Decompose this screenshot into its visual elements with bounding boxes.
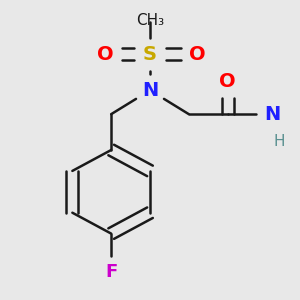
Text: H: H: [274, 134, 285, 148]
Text: N: N: [142, 81, 158, 100]
Text: S: S: [143, 45, 157, 64]
Text: O: O: [97, 45, 113, 64]
Text: O: O: [219, 72, 236, 91]
Text: O: O: [190, 45, 206, 64]
Text: F: F: [105, 263, 117, 281]
Text: CH₃: CH₃: [136, 13, 164, 28]
Text: N: N: [264, 105, 280, 124]
